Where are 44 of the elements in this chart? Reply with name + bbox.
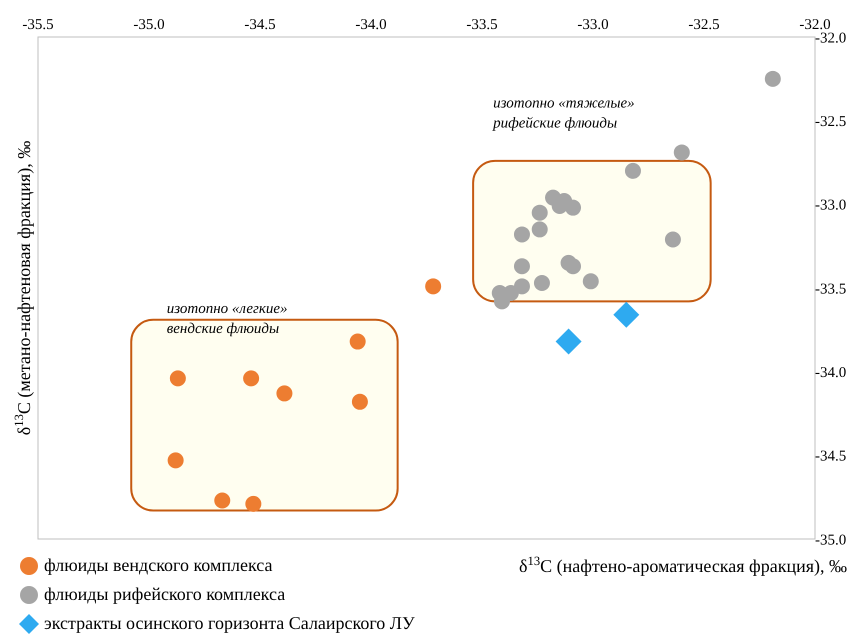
point — [425, 278, 442, 294]
legend-label: флюиды рифейского комплекса — [44, 584, 286, 605]
point — [674, 144, 690, 160]
point — [624, 162, 641, 179]
point — [582, 273, 599, 290]
x-axis-title: δ$^{13}$C (нафтено-ароматическая фракция), ‰ — [519, 554, 847, 576]
point — [243, 370, 260, 386]
y-tick-label: -35.0 — [815, 532, 846, 548]
x-tick-label: -32.5 — [688, 17, 720, 33]
point — [245, 496, 262, 512]
point — [352, 394, 368, 410]
point — [556, 328, 582, 355]
point — [350, 334, 366, 350]
annotation: изотопно «тяжелые» рифейские флюиды — [492, 95, 635, 132]
point — [534, 274, 550, 291]
y-tick-label: -34.5 — [815, 448, 846, 465]
y-tick-label: -33.0 — [815, 198, 846, 214]
y-tick-label: -32.5 — [815, 114, 846, 130]
point — [764, 70, 781, 87]
x-tick-label: -33.5 — [466, 17, 498, 33]
point — [664, 231, 681, 248]
annotation: изотопно «легкие» вендские флюиды — [166, 301, 288, 338]
x-tick-label: -35.5 — [22, 17, 54, 33]
point — [532, 204, 548, 221]
x-tick-label: -35.0 — [133, 17, 165, 33]
point — [565, 200, 582, 216]
x-tick-label: -32.0 — [799, 17, 831, 33]
x-tick-label: -34.0 — [355, 17, 387, 33]
point — [565, 258, 582, 274]
legend-label: флюиды вендского комплекса — [44, 555, 272, 576]
x-tick-label: -34.5 — [244, 17, 276, 33]
x-tick-label: -33.0 — [577, 17, 609, 33]
y-tick-label: -34.0 — [815, 364, 846, 381]
point — [613, 302, 640, 328]
point — [514, 226, 530, 242]
point — [514, 258, 530, 274]
legend-label: экстракты осинского горизонта Салаирского ЛУ — [44, 613, 415, 634]
point — [168, 452, 184, 468]
point — [214, 492, 230, 509]
y-tick-label: -32.0 — [815, 30, 846, 46]
y-tick-label: -33.5 — [815, 281, 846, 298]
point — [532, 221, 548, 238]
point — [170, 370, 186, 386]
point — [276, 385, 292, 402]
